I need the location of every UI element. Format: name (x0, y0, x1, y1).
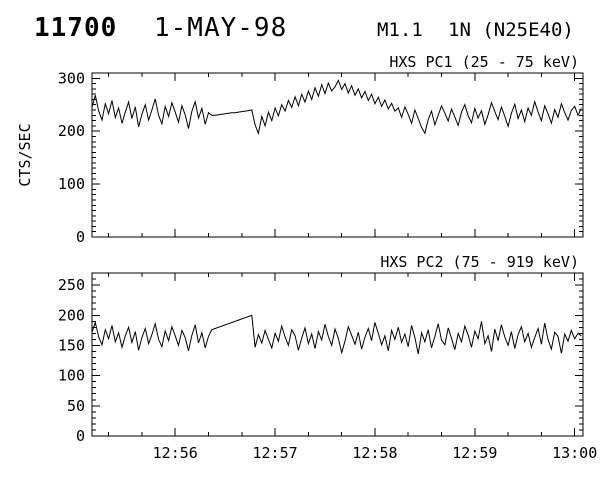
plot-title: HXS PC1 (25 - 75 keV) (389, 53, 579, 71)
flare-position: 1N (N25E40) (448, 19, 574, 41)
y-tick-label: 100 (58, 175, 85, 193)
y-tick-label: 0 (76, 228, 85, 246)
y-tick-label: 0 (76, 427, 85, 445)
y-axis-label: CTS/SEC (16, 123, 34, 186)
x-tick-label: 13:00 (552, 444, 597, 462)
plot1-frame (91, 72, 584, 238)
plot2: 0 50 100 150 200 250 12:56 12:57 12:58 12:59 13:00… (58, 253, 597, 462)
event-id: 11700 (34, 13, 118, 43)
x-tick-label: 12:57 (253, 444, 298, 462)
event-date: 1-MAY-98 (154, 13, 288, 43)
y-tick-label: 100 (58, 367, 85, 385)
plot1: 0 100 200 300 HXS PC1 (25 - 75 keV) CTS/SEC (16, 53, 584, 246)
y-tick-label: 150 (58, 336, 85, 354)
y-tick-label: 200 (58, 122, 85, 140)
x-tick-label: 12:59 (452, 444, 497, 462)
y-tick-label: 300 (58, 69, 85, 87)
x-tick-label: 12:58 (352, 444, 397, 462)
plot-title: HXS PC2 (75 - 919 keV) (380, 253, 579, 271)
y-tick-label: 50 (67, 397, 85, 415)
plot2-frame (91, 272, 584, 437)
lightcurve-trace (91, 314, 582, 355)
y-tick-label: 250 (58, 276, 85, 294)
lightcurve-trace (91, 79, 582, 136)
x-tick-label: 12:56 (153, 444, 198, 462)
y-tick-label: 200 (58, 306, 85, 324)
flare-class: M1.1 (377, 19, 423, 41)
